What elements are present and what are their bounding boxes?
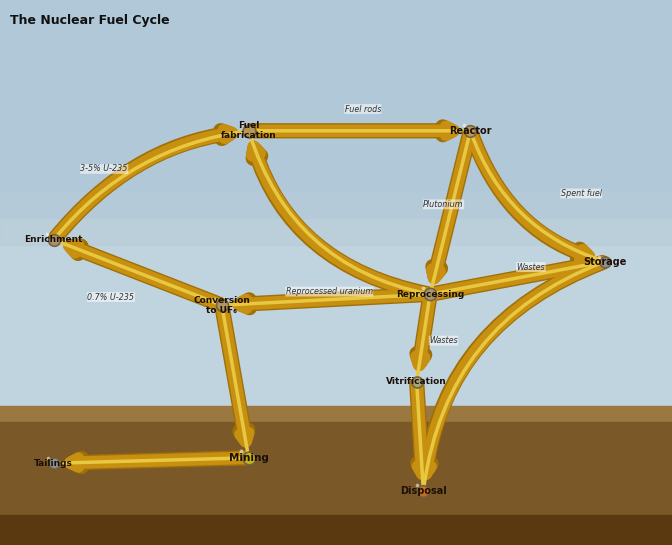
Point <box>599 257 610 266</box>
Bar <box>0 191 672 245</box>
Point <box>48 235 59 244</box>
Point <box>417 284 428 293</box>
Text: Conversion
to UF₆: Conversion to UF₆ <box>194 296 250 314</box>
Point <box>243 126 254 135</box>
Point <box>405 372 416 381</box>
Point <box>48 459 59 468</box>
Point <box>243 453 254 462</box>
Point <box>243 453 254 462</box>
Point <box>216 301 227 310</box>
Text: Fuel
fabrication: Fuel fabrication <box>221 122 276 140</box>
Point <box>465 126 476 135</box>
Point <box>48 459 59 468</box>
Text: 3-5% U-235: 3-5% U-235 <box>81 165 128 173</box>
Point <box>599 257 610 266</box>
Text: Wastes: Wastes <box>429 336 458 345</box>
Point <box>425 290 435 299</box>
Text: Tailings: Tailings <box>34 459 73 468</box>
Text: Vitrification: Vitrification <box>386 377 447 386</box>
Point <box>42 230 52 239</box>
Text: Plutonium: Plutonium <box>423 200 464 209</box>
Point <box>216 301 227 310</box>
Text: Reprocessing: Reprocessing <box>396 290 464 299</box>
Point <box>243 126 254 135</box>
Point <box>48 235 59 244</box>
Text: Storage: Storage <box>583 257 626 267</box>
Text: Spent fuel: Spent fuel <box>560 189 602 198</box>
Point <box>235 447 246 456</box>
Text: The Nuclear Fuel Cycle: The Nuclear Fuel Cycle <box>10 14 170 27</box>
Text: Reprocessed uranium: Reprocessed uranium <box>286 287 373 296</box>
Text: Reactor: Reactor <box>449 126 492 136</box>
Point <box>42 454 53 463</box>
Point <box>411 481 422 489</box>
Text: Mining: Mining <box>228 453 269 463</box>
Point <box>458 121 469 130</box>
Text: Fuel rods: Fuel rods <box>345 105 381 113</box>
Text: Enrichment: Enrichment <box>24 235 83 244</box>
Point <box>235 120 246 129</box>
Point <box>593 252 604 261</box>
Point <box>411 377 422 386</box>
Point <box>465 126 476 135</box>
Text: 0.7% U-235: 0.7% U-235 <box>87 293 134 301</box>
Point <box>418 486 429 495</box>
Point <box>425 290 435 299</box>
Bar <box>0 422 672 545</box>
Point <box>209 295 220 304</box>
Point <box>411 377 422 386</box>
Point <box>418 486 429 495</box>
Text: Disposal: Disposal <box>400 486 447 495</box>
Bar <box>0 0 672 422</box>
Bar <box>0 406 672 439</box>
Text: Wastes: Wastes <box>517 263 545 271</box>
Bar <box>0 515 672 545</box>
Bar <box>0 0 672 218</box>
